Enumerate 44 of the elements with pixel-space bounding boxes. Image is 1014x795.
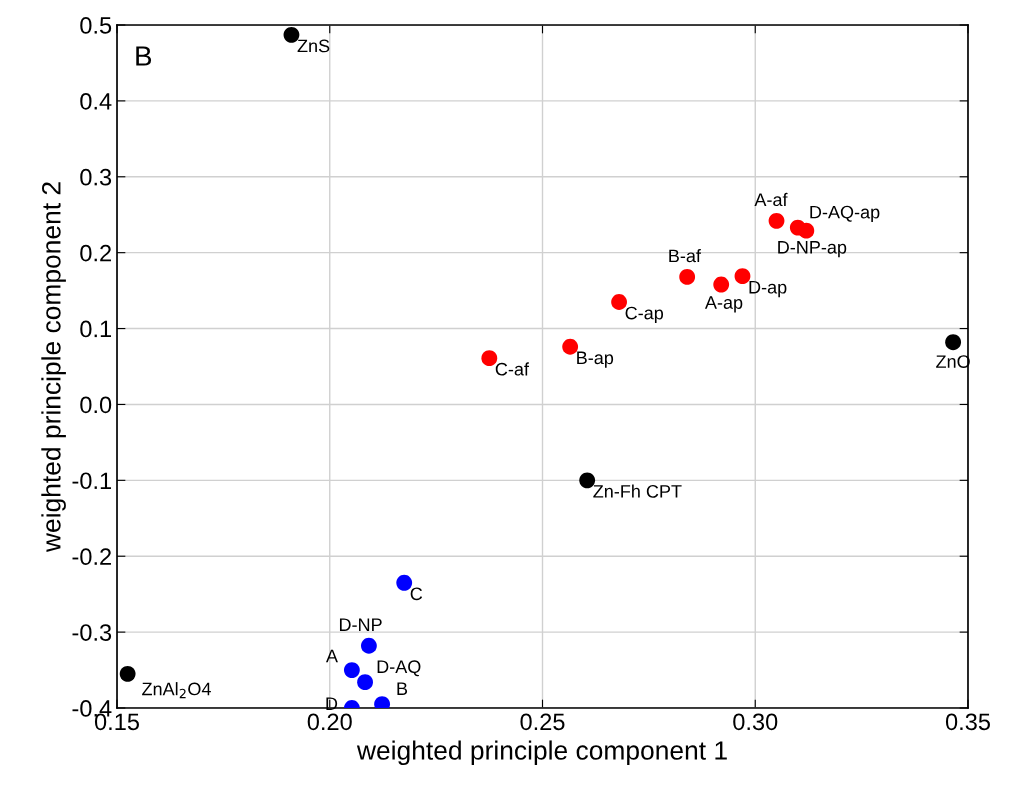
x-tick-label: 0.25 [520, 713, 565, 731]
point [798, 222, 815, 239]
x-tick-label: 0.20 [307, 713, 352, 731]
point [734, 268, 751, 285]
point [357, 674, 373, 691]
y-tick-label: 0.5 [80, 17, 112, 34]
annotation: B [397, 682, 408, 695]
annotation: A [325, 649, 338, 663]
y-tick-label: -0.3 [72, 624, 112, 641]
point [679, 269, 696, 285]
annotation: C-ap [625, 306, 664, 323]
point [768, 212, 785, 229]
point [713, 276, 730, 293]
x-tick-label: 0.30 [733, 713, 778, 731]
annotation: D-NP [339, 618, 382, 631]
annotation: D-AQ-ap [810, 205, 880, 223]
point [562, 338, 579, 355]
annotation: C [410, 587, 423, 601]
annotation: B-af [669, 249, 701, 263]
annotation: A-ap [704, 296, 743, 313]
annotation: ZnAl$_{2}$O4 [142, 682, 211, 699]
point [119, 665, 136, 682]
point [360, 637, 377, 654]
y-axis-title: weighted principle component 2 [41, 182, 66, 553]
x-axis-title: weighted principle component 1 [356, 740, 727, 766]
annotation: Zn-Fh CPT [593, 484, 682, 498]
y-tick-label: -0.2 [72, 548, 111, 566]
y-tick-label: 0.4 [80, 92, 112, 110]
annotation: B-ap [577, 351, 614, 368]
annotation: C-af [495, 362, 530, 376]
y-tick-label: -0.1 [72, 472, 111, 490]
x-tick-label: 0.35 [945, 713, 990, 731]
annotation: D-AQ [377, 660, 421, 677]
annotation: D-NP-ap [778, 241, 847, 258]
annotation: B [136, 46, 152, 66]
point [343, 662, 360, 678]
y-tick-label: 0.1 [80, 320, 111, 338]
y-tick-label: 0.2 [80, 244, 111, 262]
annotation: D-ap [749, 281, 787, 298]
y-tick-label: 0.3 [80, 168, 112, 186]
point [945, 334, 962, 351]
y-tick-label: 0.0 [80, 396, 112, 414]
annotation: ZnS [297, 39, 330, 53]
annotation: A-af [754, 192, 788, 207]
